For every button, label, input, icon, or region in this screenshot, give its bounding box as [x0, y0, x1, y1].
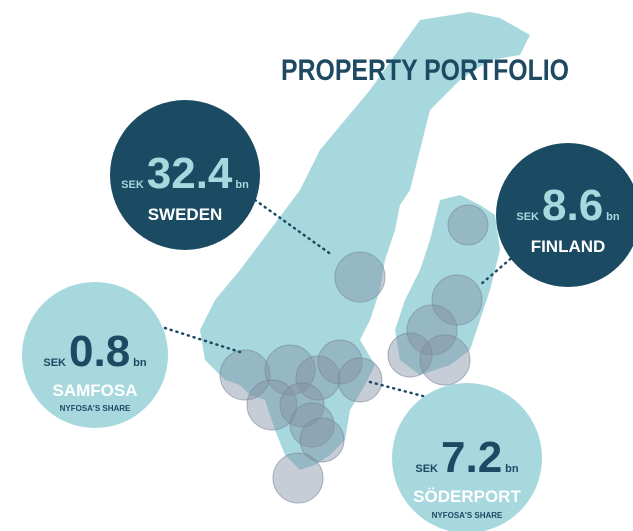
- value-line: SEK7.2 bn: [415, 433, 519, 482]
- callout-soderport: SEK7.2 bn SÖDERPORT NYFOSA'S SHARE: [392, 383, 542, 531]
- region-name: SÖDERPORT: [413, 487, 521, 506]
- title: PROPERTY PORTFOLIO: [281, 54, 569, 87]
- value-line: SEK32.4 bn: [121, 149, 249, 198]
- map: [200, 12, 530, 470]
- callout-samfosa: SEK0.8 bn SAMFOSA NYFOSA'S SHARE: [22, 282, 168, 428]
- region-name: FINLAND: [531, 237, 606, 256]
- callout-finland: SEK8.6 bn FINLAND: [496, 143, 633, 287]
- cluster: [219, 349, 271, 401]
- value-line: SEK8.6 bn: [516, 181, 620, 230]
- cluster: [246, 379, 298, 431]
- cluster: [317, 339, 363, 385]
- connector: [163, 326, 242, 354]
- amount: 0.8: [69, 327, 130, 376]
- currency: SEK: [43, 357, 66, 369]
- badge: [110, 100, 260, 250]
- value-line: SEK0.8 bn: [43, 327, 147, 376]
- cluster: [289, 402, 335, 448]
- cluster: [337, 357, 383, 403]
- cluster: [447, 204, 489, 246]
- badge: [392, 383, 542, 531]
- unit: bn: [133, 357, 147, 369]
- cluster: [299, 417, 345, 463]
- region-name: SWEDEN: [148, 205, 223, 224]
- cluster: [295, 355, 341, 401]
- amount: 8.6: [542, 181, 603, 230]
- connector: [478, 253, 517, 287]
- cluster: [334, 251, 386, 303]
- region-name: SAMFOSA: [53, 381, 138, 400]
- cluster: [419, 334, 471, 386]
- unit: bn: [606, 211, 620, 223]
- amount: 7.2: [441, 433, 502, 482]
- currency: SEK: [516, 211, 539, 223]
- currency: SEK: [415, 463, 438, 475]
- share-note: NYFOSA'S SHARE: [60, 404, 131, 413]
- finland: [395, 195, 500, 375]
- unit: bn: [505, 463, 519, 475]
- scandinavia: [200, 12, 530, 470]
- callout-sweden: SEK32.4 bn SWEDEN: [110, 100, 260, 250]
- connector: [253, 198, 334, 257]
- currency: SEK: [121, 179, 144, 191]
- unit: bn: [235, 179, 249, 191]
- share-note: NYFOSA'S SHARE: [432, 511, 503, 520]
- cluster: [264, 344, 316, 396]
- badge: [22, 282, 168, 428]
- badge: [496, 143, 633, 287]
- property-clusters: [219, 204, 489, 504]
- amount: 32.4: [147, 149, 233, 198]
- connector: [368, 380, 432, 400]
- connectors: [163, 198, 517, 400]
- cluster: [272, 452, 324, 504]
